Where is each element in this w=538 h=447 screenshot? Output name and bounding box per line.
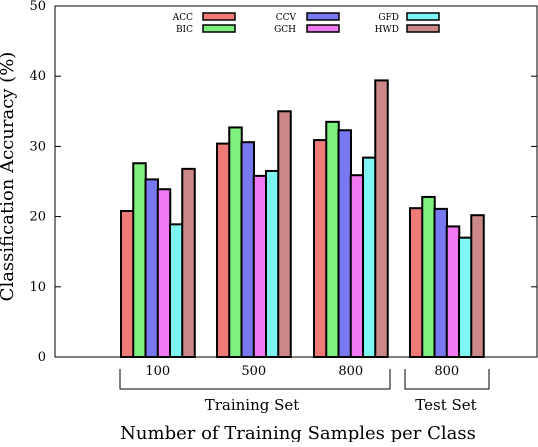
bar-acc-0 bbox=[120, 209, 135, 358]
bar-bic-0 bbox=[132, 162, 147, 358]
bars-layer bbox=[120, 79, 485, 359]
bar-ccv-2 bbox=[337, 129, 352, 358]
x-tick-label: 800 bbox=[434, 364, 459, 379]
bar-gfd-1 bbox=[265, 169, 280, 358]
y-tick-label: 30 bbox=[29, 139, 46, 154]
legend-label-hwd: HWD bbox=[375, 25, 399, 35]
bar-gfd-2 bbox=[362, 156, 377, 358]
x-tick-label: 500 bbox=[241, 364, 266, 379]
labels-layer: 0 10 20 30 40 50 Classification Accuracy (%) 10… bbox=[0, 0, 477, 444]
y-axis-title: Classification Accuracy (%) bbox=[0, 52, 18, 302]
legend-label-gch: GCH bbox=[274, 25, 296, 35]
bar-gch-1 bbox=[252, 174, 268, 358]
bar-bic-3 bbox=[421, 195, 436, 358]
legend-swatch-acc bbox=[202, 12, 236, 21]
bar-acc-1 bbox=[216, 142, 231, 358]
y-tick-label: 40 bbox=[29, 69, 46, 84]
bar-gch-3 bbox=[445, 225, 461, 358]
group-bracket bbox=[119, 369, 391, 390]
bar-ccv-1 bbox=[240, 141, 255, 358]
legend-swatch-hwd bbox=[406, 24, 440, 33]
bar-ccv-0 bbox=[144, 178, 159, 358]
group-label: Training Set bbox=[205, 396, 300, 414]
legend-label-gfd: GFD bbox=[378, 13, 399, 23]
legend-swatch-ccv bbox=[306, 12, 340, 21]
bar-acc-2 bbox=[313, 139, 328, 358]
x-axis-title: Number of Training Samples per Class bbox=[120, 423, 476, 442]
bar-hwd-1 bbox=[277, 110, 292, 358]
bar-hwd-3 bbox=[470, 214, 485, 358]
x-tick-label: 100 bbox=[145, 364, 170, 379]
legend-label-bic: BIC bbox=[176, 25, 193, 35]
bar-acc-3 bbox=[409, 207, 424, 358]
legend-label-acc: ACC bbox=[172, 13, 193, 23]
y-tick-label: 0 bbox=[38, 350, 46, 365]
y-tick-label: 10 bbox=[29, 280, 46, 295]
bar-ccv-3 bbox=[433, 207, 448, 358]
x-tick-label: 800 bbox=[338, 364, 363, 379]
legend: ACC BIC CCV GCH GFD HWD bbox=[172, 12, 440, 35]
bar-hwd-0 bbox=[181, 167, 196, 358]
axes-layer bbox=[54, 5, 538, 390]
bar-hwd-2 bbox=[374, 79, 389, 359]
legend-swatch-bic bbox=[202, 24, 236, 33]
bar-gch-0 bbox=[156, 188, 172, 358]
bar-bic-1 bbox=[228, 126, 243, 358]
bar-gfd-0 bbox=[169, 223, 184, 358]
y-tick-label: 50 bbox=[29, 0, 46, 14]
bar-gfd-3 bbox=[458, 236, 473, 358]
bar-bic-2 bbox=[325, 120, 340, 358]
legend-swatch-gfd bbox=[406, 12, 440, 21]
legend-swatch-gch bbox=[306, 24, 340, 33]
group-label: Test Set bbox=[415, 396, 476, 414]
plot-frame bbox=[54, 5, 538, 358]
bar-gch-2 bbox=[349, 174, 365, 358]
group-bracket bbox=[404, 369, 490, 390]
legend-label-ccv: CCV bbox=[276, 13, 297, 23]
y-tick-label: 20 bbox=[29, 210, 46, 225]
